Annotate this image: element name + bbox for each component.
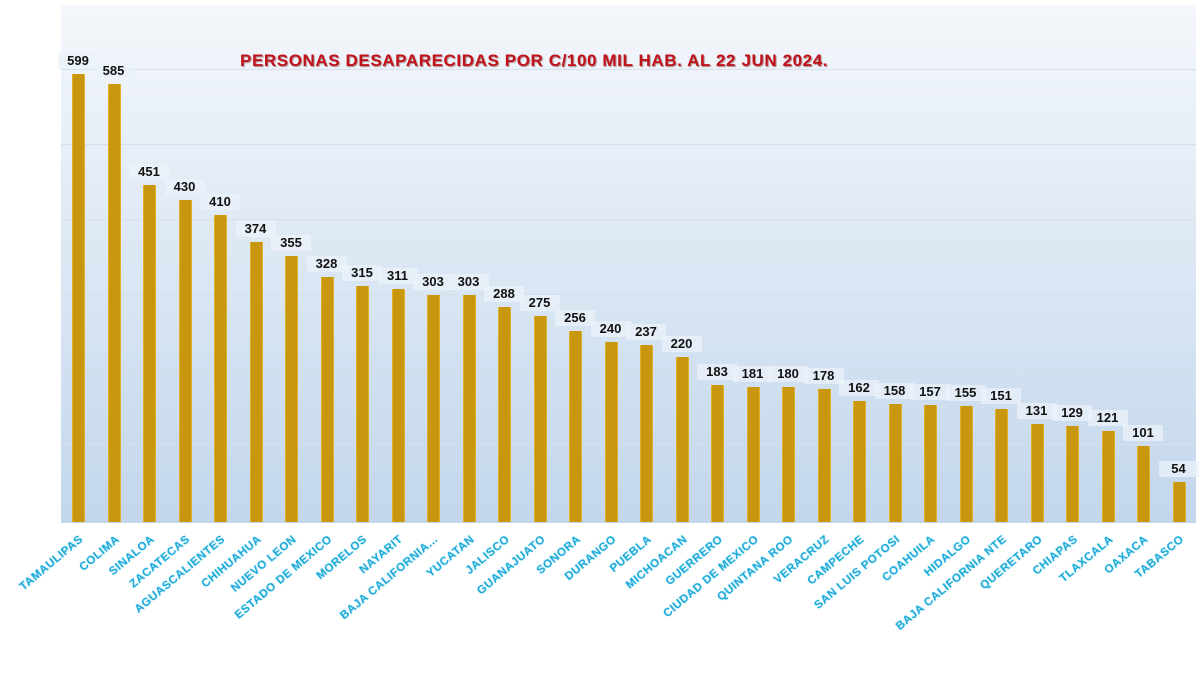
value-label: 181: [732, 365, 773, 382]
value-label: 121: [1087, 410, 1128, 427]
value-label: 178: [803, 367, 844, 384]
value-label: 275: [519, 295, 560, 312]
bar: [107, 84, 121, 522]
bar: [1066, 425, 1079, 522]
bar: [675, 357, 689, 522]
gridline: [61, 144, 1196, 145]
bar: [72, 73, 85, 522]
value-label: 101: [1123, 425, 1163, 442]
value-label: 54: [1158, 460, 1199, 477]
gridline: [61, 69, 1196, 70]
bar: [533, 316, 547, 522]
value-label: 410: [200, 194, 240, 211]
bar: [1030, 424, 1044, 522]
bar: [746, 386, 760, 522]
bar: [569, 330, 582, 522]
gridline: [61, 444, 1196, 445]
bar: [143, 184, 156, 522]
bar: [853, 400, 866, 522]
category-label: ZACATECAS: [127, 533, 192, 591]
bar: [924, 404, 937, 522]
value-label: 129: [1052, 404, 1092, 421]
bar: [995, 409, 1008, 522]
bar: [782, 387, 795, 522]
category-label: MICHOACAN: [623, 533, 690, 592]
value-label: 585: [93, 63, 134, 80]
value-label: 183: [697, 364, 737, 381]
value-label: 157: [910, 383, 950, 400]
value-label: 328: [306, 255, 347, 272]
gridline: [61, 369, 1196, 370]
bar: [462, 295, 476, 522]
value-label: 180: [768, 366, 808, 383]
value-label: 240: [590, 321, 631, 338]
bar: [1172, 481, 1186, 522]
bar: [604, 342, 618, 522]
value-label: 220: [661, 336, 702, 353]
category-label: TAMAULIPAS: [17, 533, 86, 594]
bar: [178, 200, 192, 522]
category-label: QUERETARO: [977, 533, 1045, 593]
value-label: 256: [555, 309, 595, 326]
bar: [817, 388, 831, 522]
bar: [356, 286, 369, 522]
value-label: 451: [129, 163, 169, 180]
bar: [427, 295, 440, 522]
bar: [249, 242, 263, 522]
bar: [320, 276, 334, 522]
value-label: 303: [413, 274, 453, 291]
bar: [214, 215, 227, 522]
bar: [391, 289, 405, 522]
value-label: 151: [981, 388, 1021, 405]
value-label: 131: [1016, 403, 1057, 419]
bar: [1101, 431, 1115, 522]
value-label: 374: [235, 221, 276, 238]
value-label: 158: [874, 382, 915, 399]
value-label: 288: [484, 285, 524, 302]
gridline: [61, 219, 1196, 220]
bar: [285, 256, 298, 522]
bar: [711, 385, 724, 522]
value-label: 162: [839, 379, 879, 396]
value-label: 599: [58, 52, 98, 69]
value-label: 430: [164, 179, 205, 196]
plot-area: [61, 5, 1196, 523]
value-label: 155: [945, 385, 986, 402]
bar: [1137, 446, 1150, 522]
bar: [959, 406, 973, 522]
chart-title: PERSONAS DESAPARECIDAS POR C/100 MIL HAB…: [240, 51, 829, 70]
bar: [888, 403, 902, 522]
gridline: [61, 294, 1196, 295]
value-label: 237: [626, 323, 666, 340]
value-label: 315: [342, 265, 382, 282]
bar: [498, 306, 511, 522]
value-label: 355: [271, 235, 311, 252]
value-label: 311: [377, 268, 418, 285]
bar: [640, 344, 653, 522]
value-label: 303: [448, 274, 489, 291]
